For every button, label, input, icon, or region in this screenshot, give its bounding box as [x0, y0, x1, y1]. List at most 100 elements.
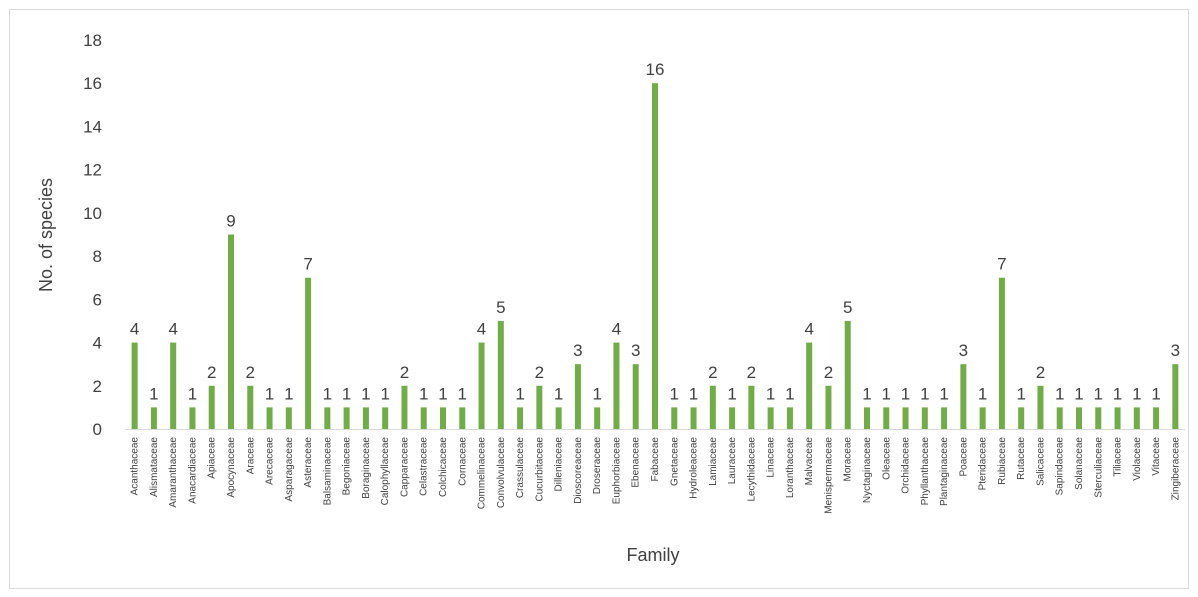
x-tick-label: Linaceae: [766, 437, 777, 478]
x-tick-label: Crassulaceae: [515, 437, 526, 499]
y-tick-label: 16: [83, 74, 102, 93]
x-tick-label: Vitaceae: [1151, 437, 1162, 476]
bar: [305, 277, 312, 429]
x-tick-label: Acanthaceae: [130, 437, 141, 496]
data-label: 1: [1016, 384, 1025, 403]
bar: [1172, 364, 1179, 429]
bar: [497, 320, 504, 429]
data-label: 1: [419, 384, 428, 403]
bar: [883, 407, 890, 429]
data-label: 1: [727, 384, 736, 403]
data-label: 16: [646, 60, 665, 79]
data-label: 1: [188, 384, 197, 403]
x-tick-label: Nyctaginaceae: [862, 437, 873, 504]
x-tick-label: Poaceae: [958, 437, 969, 477]
y-tick-label: 18: [83, 31, 102, 50]
data-label: 4: [612, 320, 621, 339]
x-tick-label: Commelinaceae: [477, 437, 488, 510]
data-label: 2: [207, 363, 216, 382]
data-label: 1: [882, 384, 891, 403]
data-label: 1: [920, 384, 929, 403]
bar: [228, 234, 234, 429]
x-tick-label: Cucurbitaceae: [534, 437, 545, 502]
x-tick-label: Colchicaceae: [438, 437, 449, 497]
x-tick-label: Araceae: [245, 437, 256, 475]
data-label: 2: [824, 363, 833, 382]
x-tick-label: Rutaceae: [1016, 437, 1027, 480]
bar: [1095, 407, 1102, 429]
y-tick-label: 14: [83, 117, 102, 136]
x-tick-label: Ebenaceae: [631, 437, 642, 488]
x-tick-label: Rubiaceae: [997, 437, 1008, 485]
bar: [825, 385, 832, 429]
bar: [170, 342, 177, 429]
x-tick-label: Asteraceae: [303, 437, 314, 488]
data-label: 1: [862, 384, 871, 403]
data-label: 7: [303, 255, 312, 274]
x-tick-label: Zingiberaceae: [1170, 437, 1181, 501]
bar: [478, 342, 485, 429]
bar: [1037, 385, 1044, 429]
bar: [362, 407, 369, 429]
x-tick-label: Apiaceae: [207, 437, 218, 479]
bar: [864, 407, 870, 429]
x-tick-label: Apocynaceae: [226, 437, 237, 498]
data-label: 1: [1151, 384, 1160, 403]
x-tick-label: Capparaceae: [399, 437, 410, 497]
bar: [960, 364, 967, 429]
x-tick-label: Hydroleaceae: [689, 437, 700, 499]
bar: [729, 407, 736, 429]
data-label: 2: [400, 363, 409, 382]
bar: [382, 407, 389, 429]
x-tick-label: Lamiaceae: [708, 437, 719, 486]
bar: [652, 83, 658, 429]
bar: [709, 385, 716, 429]
x-tick-label: Amaranthaceae: [168, 437, 179, 508]
x-tick-label: Celastraceae: [419, 437, 430, 496]
bar: [440, 407, 446, 429]
x-tick-label: Lauraceae: [727, 437, 738, 485]
data-label: 1: [785, 384, 794, 403]
bar: [690, 407, 697, 429]
bar: [1018, 407, 1025, 429]
data-label: 2: [535, 363, 544, 382]
data-label: 5: [843, 298, 852, 317]
bar: [941, 407, 948, 429]
y-tick-label: 4: [93, 334, 102, 353]
data-label: 7: [997, 255, 1006, 274]
data-label: 4: [130, 320, 139, 339]
data-label: 4: [804, 320, 813, 339]
bar: [979, 407, 986, 429]
data-label: 1: [592, 384, 601, 403]
bar: [517, 407, 524, 429]
data-label: 2: [747, 363, 756, 382]
bar: [902, 407, 909, 429]
bar: [208, 385, 215, 429]
bar: [324, 407, 331, 429]
x-tick-label: Malvaceae: [804, 437, 815, 486]
bar: [536, 385, 543, 429]
y-tick-label: 12: [83, 161, 102, 180]
x-tick-label: Anacardiaceae: [187, 437, 198, 504]
x-tick-label: Arecaceae: [265, 437, 276, 485]
x-tick-label: Oleaceae: [881, 437, 892, 480]
bar: [150, 407, 157, 429]
data-label: 3: [573, 341, 582, 360]
bar: [921, 407, 928, 429]
x-tick-label: Boraginaceae: [361, 437, 372, 499]
x-tick-label: Violaceae: [1132, 437, 1143, 481]
data-label: 1: [1094, 384, 1103, 403]
data-label: 1: [342, 384, 351, 403]
data-label: 1: [554, 384, 563, 403]
data-label: 1: [265, 384, 274, 403]
x-tick-label: Phyllanthaceae: [920, 437, 931, 506]
x-tick-label: Plantaginaceae: [939, 437, 950, 506]
bar: [1153, 407, 1160, 429]
x-tick-label: Calophyllaceae: [380, 437, 391, 506]
bar: [555, 407, 562, 429]
data-label: 4: [168, 320, 177, 339]
data-label: 1: [515, 384, 524, 403]
y-tick-label: 0: [93, 420, 102, 439]
bar: [401, 385, 408, 429]
x-tick-label: Sapindaceae: [1055, 437, 1066, 496]
